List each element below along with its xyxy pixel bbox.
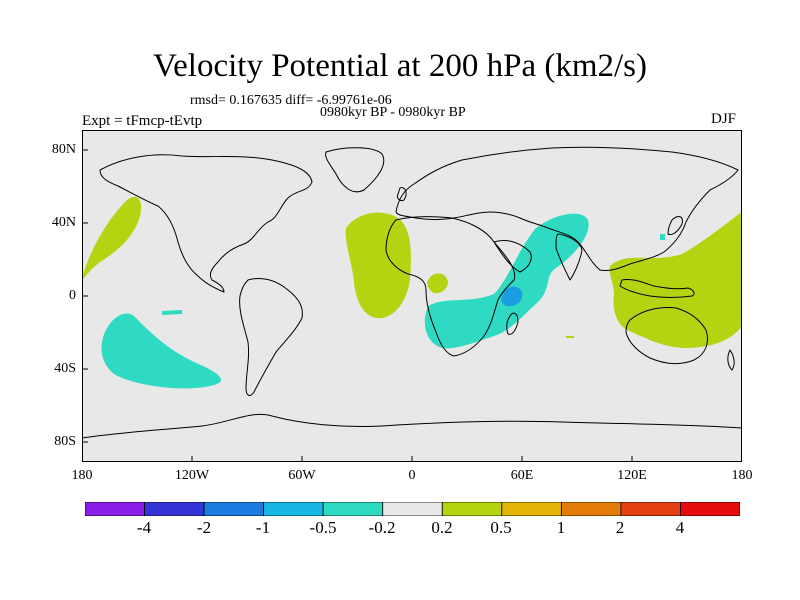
colorbar-label: 0.2 [431, 518, 453, 537]
x-tick-label: 180 [71, 468, 93, 483]
colorbar-label: 4 [675, 518, 685, 537]
coastline-antarctica [82, 413, 742, 439]
map-title: Velocity Potential at 200 hPa (km2/s) [152, 48, 648, 84]
positive-region-north-pacific [82, 196, 142, 280]
colorbar-label: -0.2 [368, 518, 396, 537]
positive-region-atlantic-africa [345, 212, 411, 319]
coastline-india [555, 233, 583, 281]
colorbar-swatch [620, 502, 681, 516]
positive-region-maritime-continent [609, 212, 742, 348]
coastline-south-america [239, 277, 303, 396]
colorbar-swatch [203, 502, 265, 516]
colorbar [85, 502, 740, 516]
colorbar-label: 1 [556, 518, 566, 537]
colorbar-swatch [680, 502, 740, 516]
coastline-japan [667, 216, 683, 235]
x-tick-label: 120E [617, 468, 647, 483]
colorbar-label: 0.5 [490, 518, 512, 537]
x-tick-label: 120W [174, 468, 210, 483]
x-tick-label: 0 [408, 468, 416, 483]
coastline-eurasia [395, 146, 739, 271]
y-tick-label: 40S [54, 361, 76, 376]
axis-ticks [82, 149, 742, 462]
coastline-uk [397, 187, 407, 201]
y-tick-label: 0 [69, 288, 76, 303]
colorbar-swatch [263, 502, 324, 516]
colorbar-label: -2 [196, 518, 212, 537]
anomaly-shading [82, 196, 742, 389]
coastline-madagascar [506, 312, 519, 335]
y-tick-label: 80N [51, 142, 76, 157]
y-tick-label: 40N [51, 215, 76, 230]
positive-region-south-africa-small [427, 273, 448, 294]
statistics-label: rmsd= 0.167635 diff= -6.99761e-06 [190, 93, 392, 108]
coastline-new-zealand [727, 349, 735, 371]
colorbar-label: -1 [255, 518, 271, 537]
colorbar-swatch [85, 502, 145, 516]
coastline-indonesia [619, 279, 695, 298]
colorbar-swatch [441, 502, 503, 516]
colorbar-label: -4 [136, 518, 152, 537]
x-tick-label: 180 [731, 468, 753, 483]
experiment-label: Expt = tFmcp-tEvtp [82, 113, 203, 129]
colorbar-swatch [382, 502, 443, 516]
period-label: 0980kyr BP - 0980kyr BP [320, 105, 466, 120]
coastline-africa [385, 216, 516, 357]
y-tick-label: 80S [54, 434, 76, 449]
negative-region-indonesia-dot [660, 234, 665, 240]
colorbar-swatch [322, 502, 384, 516]
negative-region-indian-dash [566, 336, 574, 338]
x-tick-label: 60E [510, 468, 534, 483]
colorbar-label: -0.5 [309, 518, 337, 537]
coastline-north-america [99, 154, 313, 293]
negative-region-south-pacific [101, 313, 222, 389]
negative-region-africa-indian-ocean [424, 213, 589, 349]
x-tick-label: 60W [288, 468, 316, 483]
negative-region-indian-ocean-core [501, 286, 523, 307]
coastlines [82, 146, 742, 439]
coastline-greenland [325, 147, 385, 193]
colorbar-swatch [501, 502, 562, 516]
world-map [82, 130, 742, 462]
season-label: DJF [711, 111, 737, 127]
colorbar-swatch [144, 502, 205, 516]
coastline-arabia [493, 239, 532, 273]
colorbar-label: 2 [615, 518, 625, 537]
coastline-australia [625, 307, 708, 365]
colorbar-swatch [560, 502, 622, 516]
negative-region-pacific-dash [162, 310, 182, 315]
